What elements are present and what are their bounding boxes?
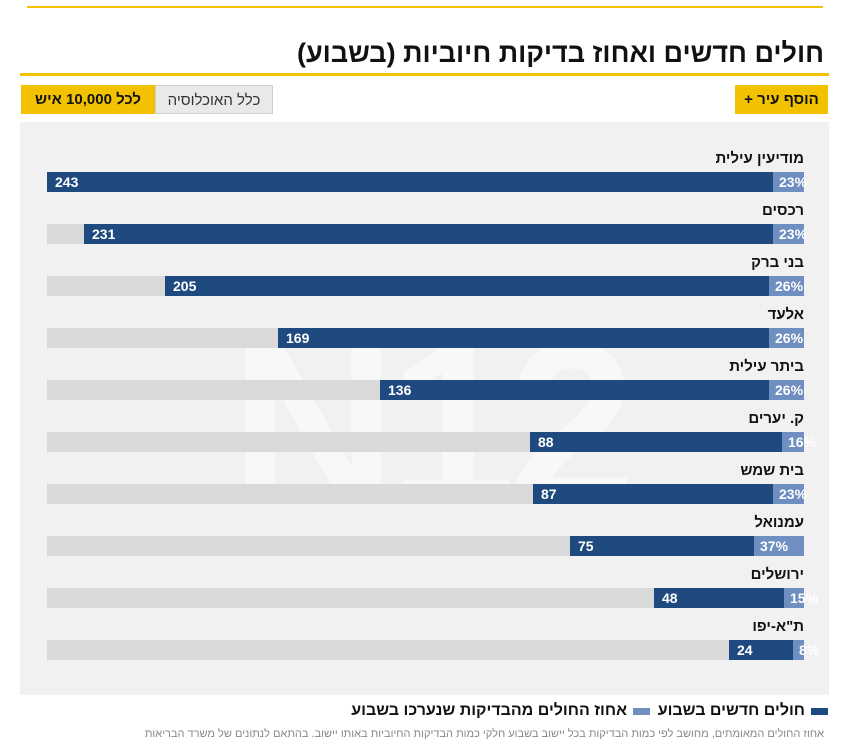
city-label: מודיעין עילית — [715, 150, 804, 167]
positive-pct-value-label: 16% — [788, 434, 817, 450]
positive-pct-bar: 26% — [769, 380, 804, 400]
bar-track: 88 16% — [47, 432, 816, 452]
bar-track: 87 23% — [47, 484, 808, 504]
positive-pct-value-label: 26% — [775, 278, 804, 294]
cases-value-label: 169 — [286, 330, 310, 346]
city-label: ק. יערים — [748, 410, 804, 427]
cases-value-label: 75 — [578, 538, 594, 554]
bar-track: 136 26% — [47, 380, 804, 400]
footnote: אחוז החולים המאומתים, מחושב לפי כמות הבד… — [144, 728, 824, 740]
positive-pct-value-label: 23% — [779, 174, 808, 190]
cases-value-label: 243 — [55, 174, 79, 190]
cases-value-label: 136 — [388, 382, 412, 398]
legend-item-cases: חולים חדשים בשבוע — [658, 700, 828, 722]
positive-pct-bar: 23% — [773, 172, 808, 192]
positive-pct-value-label: 23% — [779, 486, 808, 502]
city-label: ת"א-יפו — [752, 618, 804, 635]
top-accent-line — [27, 6, 823, 8]
positive-pct-bar: 26% — [769, 328, 804, 348]
add-city-button[interactable]: הוסף עיר + — [735, 85, 828, 114]
bar-track: 75 37% — [47, 536, 804, 556]
cases-value-label: 48 — [662, 590, 678, 606]
title-underline — [20, 73, 829, 76]
cases-bar: 75 — [570, 536, 804, 556]
chart-panel: N12 מודיעין עילית 243 23% רכסים 231 23% בני בר… — [20, 122, 829, 695]
chart-title: חולים חדשים ואחוז בדיקות חיוביות (בשבוע) — [296, 38, 824, 68]
bar-track: 205 26% — [47, 276, 804, 296]
city-label: ביתר עילית — [729, 358, 804, 375]
cases-value-label: 87 — [541, 486, 557, 502]
city-label: אלעד — [767, 306, 804, 323]
city-label: ירושלים — [750, 566, 804, 583]
bar-track: 48 15% — [47, 588, 818, 608]
positive-pct-bar: 16% — [782, 432, 816, 452]
positive-pct-value-label: 8% — [799, 642, 820, 658]
positive-pct-bar: 8% — [793, 640, 819, 660]
cases-value-label: 88 — [538, 434, 554, 450]
cases-bar: 205 — [165, 276, 804, 296]
positive-pct-value-label: 26% — [775, 330, 804, 346]
positive-pct-value-label: 23% — [779, 226, 808, 242]
positive-pct-value-label: 37% — [760, 538, 789, 554]
cases-bar: 48 — [654, 588, 804, 608]
legend-swatch-positive-pct — [633, 707, 650, 715]
city-label: בני ברק — [751, 254, 804, 271]
cases-bar: 169 — [278, 328, 804, 348]
city-label: עמנואל — [754, 514, 804, 531]
cases-value-label: 231 — [92, 226, 116, 242]
positive-pct-bar: 23% — [773, 484, 808, 504]
positive-pct-bar: 26% — [769, 276, 804, 296]
positive-pct-bar: 15% — [784, 588, 818, 608]
all-population-toggle[interactable]: כלל האוכלוסיה — [155, 85, 273, 114]
cases-bar: 231 — [84, 224, 804, 244]
cases-bar: 136 — [380, 380, 804, 400]
cases-bar: 24 — [729, 640, 804, 660]
cases-value-label: 205 — [173, 278, 197, 294]
legend-item-positive-pct: אחוז החולים מהבדיקות שנערכו בשבוע — [351, 700, 650, 722]
cases-bar: 243 — [47, 172, 804, 192]
bar-track: 243 23% — [47, 172, 808, 192]
per-10000-toggle[interactable]: לכל 10,000 איש — [21, 85, 155, 114]
positive-pct-bar: 37% — [754, 536, 804, 556]
cases-value-label: 24 — [737, 642, 753, 658]
bar-track: 169 26% — [47, 328, 804, 348]
legend-label-cases: חולים חדשים בשבוע — [657, 702, 805, 719]
bar-track: 231 23% — [47, 224, 808, 244]
city-label: בית שמש — [740, 462, 804, 479]
positive-pct-value-label: 26% — [775, 382, 804, 398]
positive-pct-bar: 23% — [773, 224, 808, 244]
bar-track: 24 8% — [47, 640, 819, 660]
legend-swatch-cases — [811, 707, 828, 715]
cases-bar: 88 — [530, 432, 804, 452]
legend-label-positive-pct: אחוז החולים מהבדיקות שנערכו בשבוע — [351, 702, 627, 719]
city-label: רכסים — [762, 202, 804, 219]
positive-pct-value-label: 15% — [790, 590, 819, 606]
cases-bar: 87 — [533, 484, 804, 504]
